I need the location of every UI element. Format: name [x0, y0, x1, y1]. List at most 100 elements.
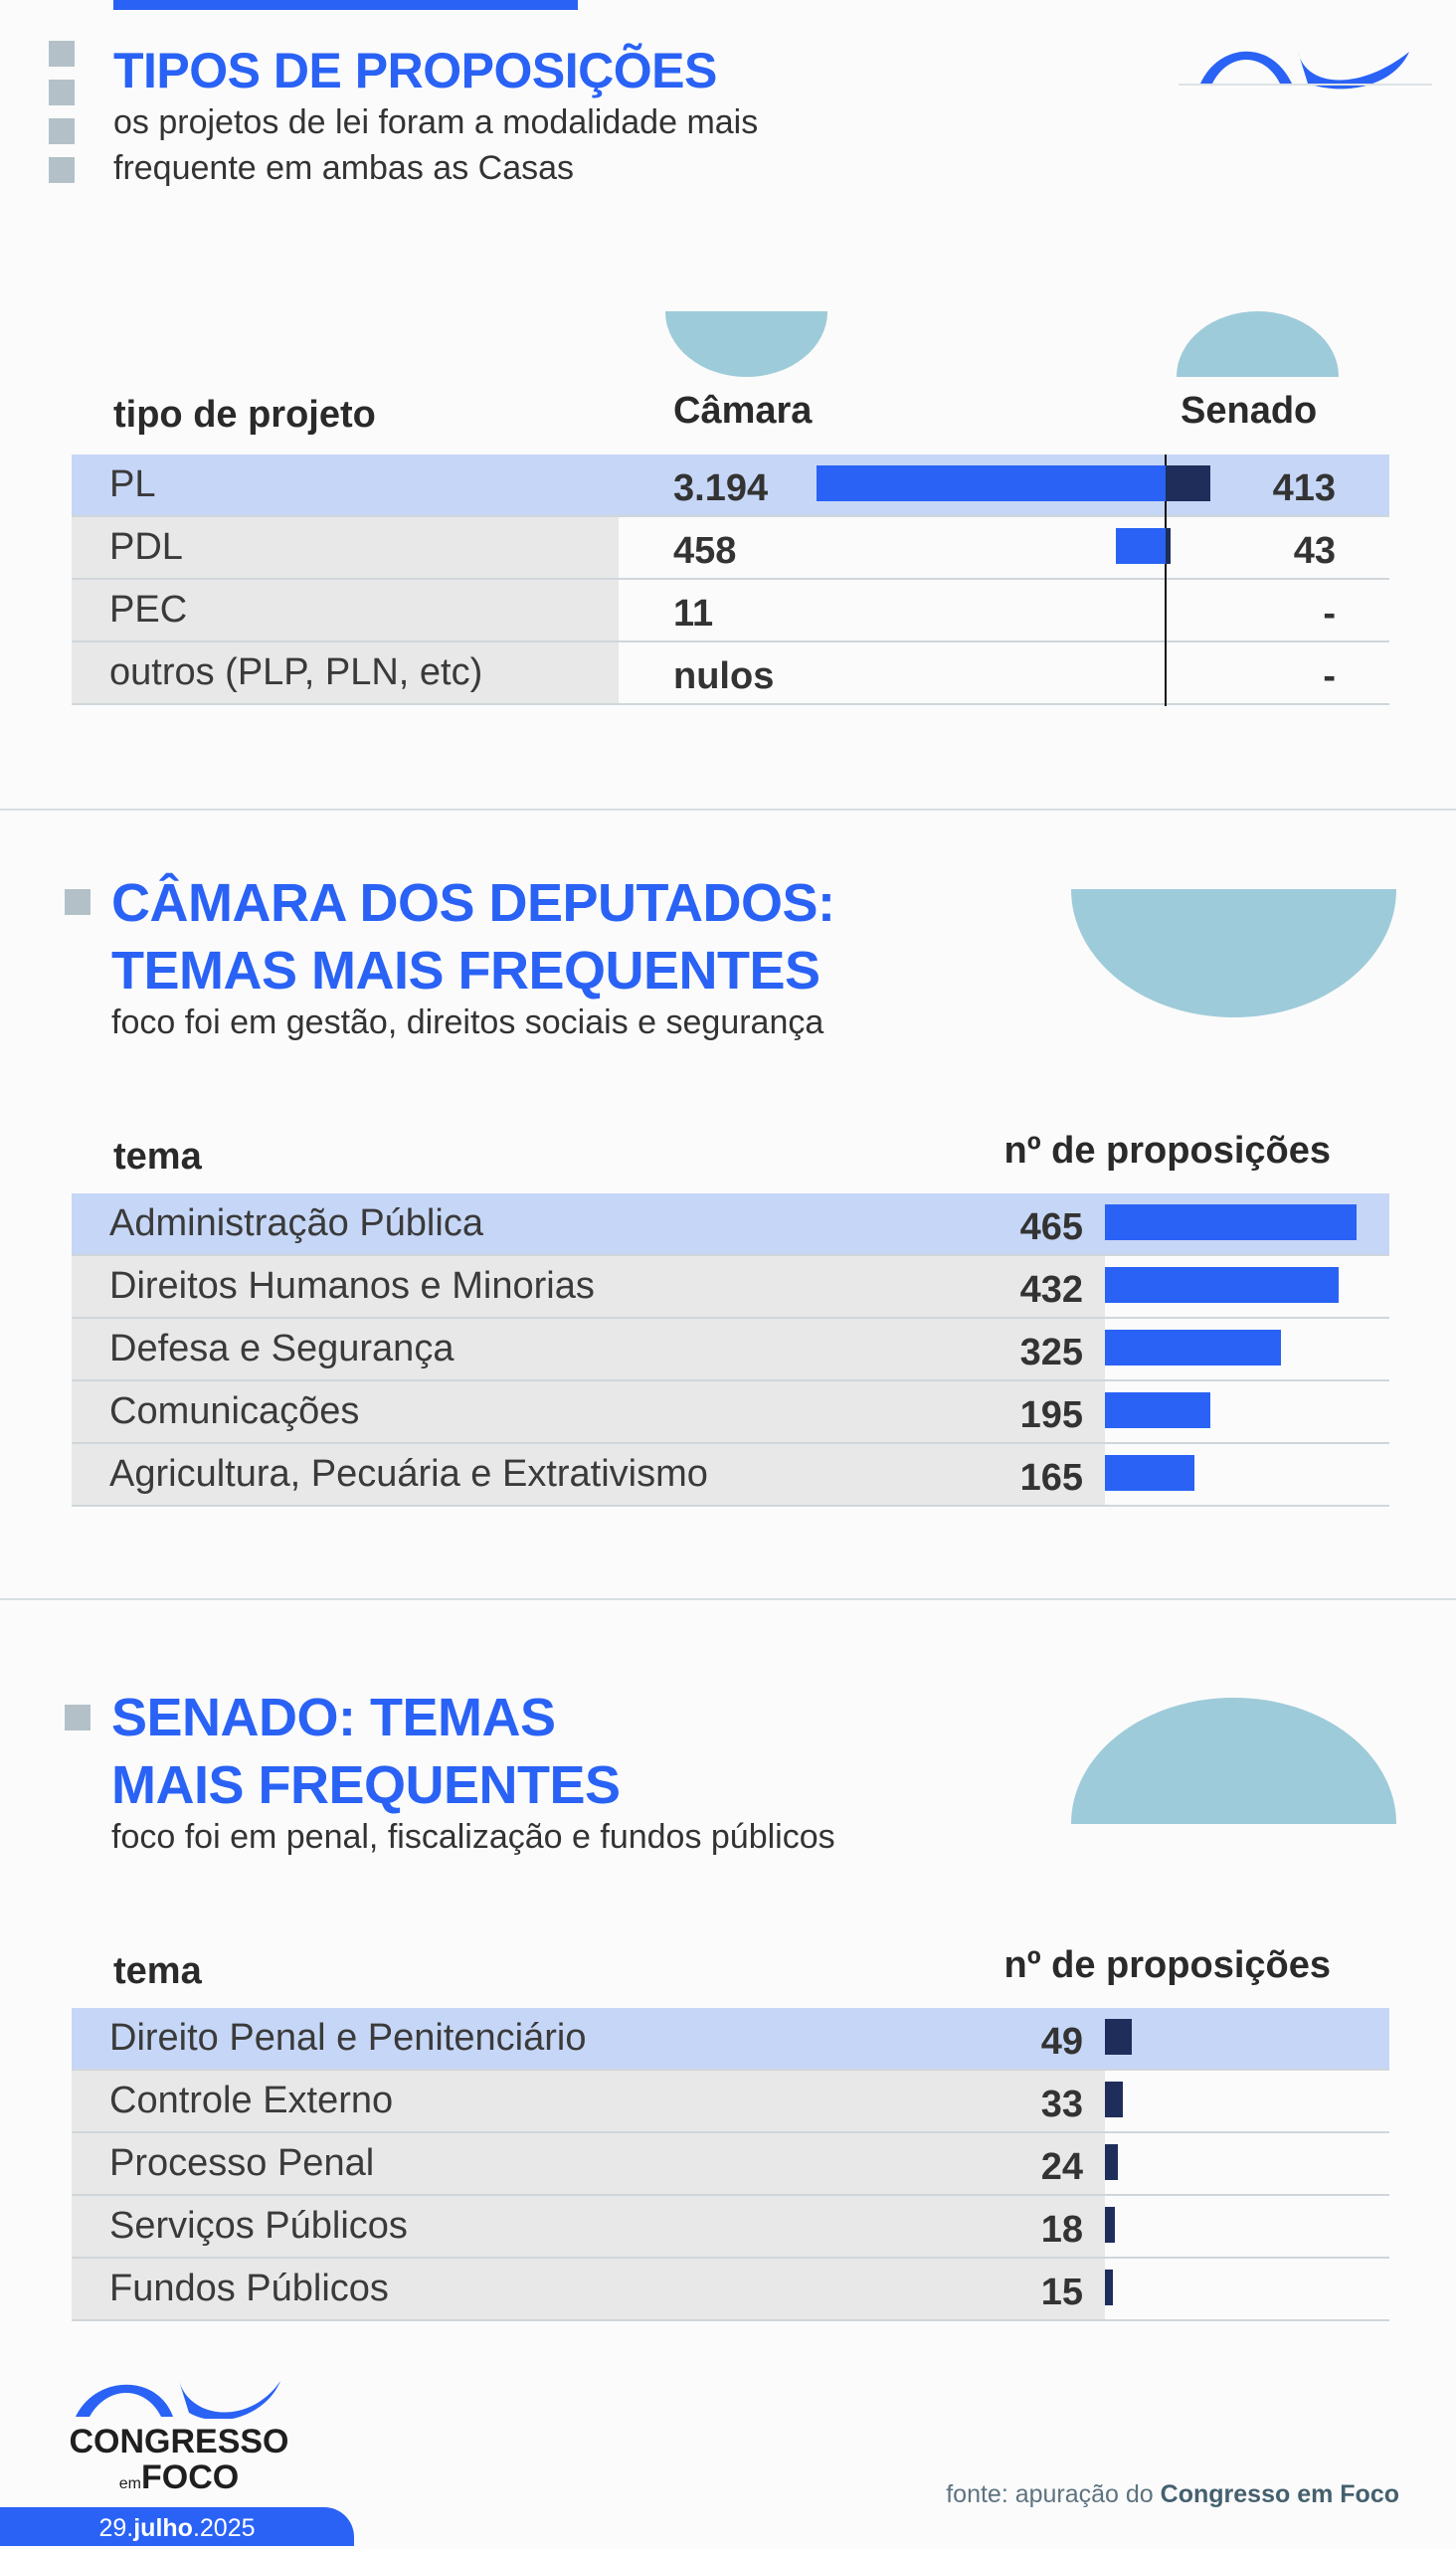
- logo-foco: FOCO: [141, 2458, 240, 2496]
- camara-value: 11: [673, 593, 714, 635]
- theme-bar: [1105, 1267, 1339, 1303]
- camara-value: nulos: [673, 655, 775, 697]
- table-row: Direitos Humanos e Minorias 432: [72, 1256, 1389, 1319]
- senado-dome-shape: [1177, 311, 1339, 377]
- row-label-cell: [72, 1256, 1105, 1317]
- table-row: Processo Penal 24: [72, 2133, 1389, 2196]
- row-label-cell: [72, 1444, 1105, 1505]
- table-row: Fundos Públicos 15: [72, 2259, 1389, 2321]
- section1-subtitle-line2: frequente em ambas as Casas: [113, 149, 575, 187]
- row-label-cell: [72, 2071, 1105, 2131]
- date-day: 29.: [98, 2514, 134, 2542]
- axis-divider-line: [1165, 455, 1167, 706]
- theme-bar: [1105, 2082, 1123, 2117]
- header-camara: Câmara: [673, 390, 813, 432]
- row-label-cell: [72, 2259, 1105, 2319]
- section3-title-line2: MAIS FREQUENTES: [111, 1755, 621, 1815]
- theme-bar: [1105, 2019, 1132, 2055]
- header-tipo: tipo de projeto: [113, 394, 376, 436]
- theme-value: 432: [1019, 1269, 1083, 1311]
- theme-bar: [1105, 2144, 1119, 2180]
- brand-wave-icon: [76, 2381, 280, 2421]
- table-row: Agricultura, Pecuária e Extrativismo 165: [72, 1444, 1389, 1507]
- row-label-cell: [72, 1319, 1105, 1379]
- senado-value: 43: [1293, 530, 1336, 572]
- section3-subtitle: foco foi em penal, fiscalização e fundos…: [111, 1818, 835, 1856]
- theme-label: Administração Pública: [109, 1202, 483, 1244]
- row-label: PL: [109, 463, 156, 505]
- table-row: Controle Externo 33: [72, 2071, 1389, 2133]
- theme-label: Direitos Humanos e Minorias: [109, 1265, 595, 1307]
- theme-label: Serviços Públicos: [109, 2205, 408, 2247]
- theme-value: 325: [1019, 1332, 1083, 1373]
- header-tema: tema: [113, 1136, 202, 1178]
- date-badge: 29.julho.2025: [0, 2507, 354, 2546]
- section-divider: [0, 809, 1456, 811]
- row-label-cell: [72, 517, 619, 578]
- logo-congresso: CONGRESSO: [69, 2423, 289, 2460]
- brand-logo: CONGRESSO emFOCO: [62, 2379, 296, 2502]
- camara-bar: [1115, 528, 1166, 564]
- logo-em: em: [118, 2475, 141, 2492]
- theme-bar: [1105, 1455, 1194, 1491]
- brand-wave-icon: [1179, 51, 1432, 90]
- table-row: outros (PLP, PLN, etc) nulos -: [72, 642, 1389, 705]
- senado-value: -: [1323, 593, 1336, 635]
- source-prefix: fonte: apuração do: [946, 2480, 1161, 2508]
- senado-value: 413: [1272, 467, 1336, 509]
- row-label-cell: [72, 580, 619, 640]
- row-label-cell: [72, 2133, 1105, 2194]
- theme-bar: [1105, 2207, 1115, 2243]
- theme-bar: [1105, 2270, 1114, 2305]
- theme-label: Controle Externo: [109, 2080, 394, 2121]
- date-month: julho: [133, 2514, 193, 2542]
- table-row: PDL 458 43: [72, 517, 1389, 580]
- senado-bar: [1166, 465, 1211, 501]
- senado-value: -: [1323, 655, 1336, 697]
- camara-bowl-shape: [1071, 889, 1396, 1017]
- top-accent-bar: [113, 0, 578, 10]
- camara-value: 3.194: [673, 467, 769, 509]
- date-year: .2025: [192, 2514, 256, 2542]
- header-count: nº de proposições: [1003, 1130, 1332, 1172]
- source-note: fonte: apuração do Congresso em Foco: [946, 2480, 1399, 2509]
- source-name: Congresso em Foco: [1160, 2480, 1399, 2508]
- theme-label: Fundos Públicos: [109, 2268, 389, 2309]
- row-label-cell: [72, 1381, 1105, 1442]
- theme-label: Comunicações: [109, 1390, 360, 1432]
- camara-bar: [816, 465, 1166, 501]
- section2-title-line2: TEMAS MAIS FREQUENTES: [111, 941, 820, 1001]
- theme-value: 18: [1040, 2209, 1083, 2251]
- table-row: Defesa e Segurança 325: [72, 1319, 1389, 1381]
- theme-value: 24: [1040, 2146, 1083, 2188]
- theme-value: 465: [1019, 1206, 1083, 1248]
- row-label: PDL: [109, 526, 183, 568]
- decor-square: [49, 157, 75, 183]
- theme-value: 49: [1040, 2021, 1083, 2063]
- theme-value: 165: [1019, 1457, 1083, 1499]
- row-label: PEC: [109, 589, 188, 631]
- decor-square: [49, 41, 75, 67]
- decor-square: [65, 1705, 91, 1730]
- header-tema: tema: [113, 1950, 202, 1992]
- section2-title-line1: CÂMARA DOS DEPUTADOS:: [111, 873, 835, 933]
- header-senado: Senado: [1181, 390, 1318, 432]
- theme-value: 15: [1040, 2272, 1083, 2313]
- row-label: outros (PLP, PLN, etc): [109, 651, 483, 693]
- row-label-cell: [72, 642, 619, 703]
- section1-title: TIPOS DE PROPOSIÇÕES: [113, 43, 717, 98]
- table-row: Comunicações 195: [72, 1381, 1389, 1444]
- theme-bar: [1105, 1392, 1211, 1428]
- camara-value: 458: [673, 530, 737, 572]
- table-row: Serviços Públicos 18: [72, 2196, 1389, 2259]
- theme-value: 33: [1040, 2084, 1083, 2125]
- row-label-cell: [72, 2196, 1105, 2257]
- decor-square: [49, 80, 75, 105]
- section-divider: [0, 1598, 1456, 1600]
- theme-value: 195: [1019, 1394, 1083, 1436]
- table-row: Direito Penal e Penitenciário 49: [72, 2008, 1389, 2071]
- camara-bowl-shape: [665, 311, 827, 377]
- theme-bar: [1105, 1330, 1281, 1366]
- section2-subtitle: foco foi em gestão, direitos sociais e s…: [111, 1003, 824, 1041]
- theme-label: Direito Penal e Penitenciário: [109, 2017, 587, 2059]
